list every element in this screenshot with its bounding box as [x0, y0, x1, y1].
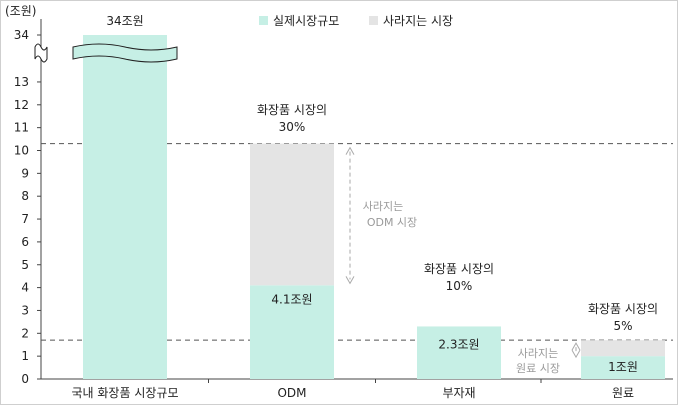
labels: 국내 화장품 시장규모 ODM 부자재 원료 34조원 4.1조원 2.3조원 1조원 화장품 …: [34, 14, 658, 400]
bar-value-label: 34조원: [106, 14, 143, 28]
bar-actual-market: [250, 285, 334, 379]
bar-disappearing-market: [581, 340, 665, 357]
bar-actual-market: [417, 326, 501, 379]
odm-disappearing-label: ODM 시장: [367, 216, 417, 229]
bar-actual-market: [581, 356, 665, 379]
odm-range-arrow-head: [345, 276, 355, 285]
y-tick-label: 1: [21, 349, 29, 363]
bar-value-label: 2.3조원: [438, 337, 479, 351]
share-percent: 10%: [446, 279, 473, 293]
y-tick-label: 5: [21, 258, 29, 272]
y-tick-label: 13: [14, 75, 29, 89]
x-category-label: 부자재: [442, 386, 475, 400]
y-tick-label: 10: [14, 144, 29, 158]
raw-disappearing-label: 사라지는: [518, 347, 558, 360]
legend-label: 사라지는 시장: [383, 14, 453, 28]
y-tick-label: 0: [21, 372, 29, 386]
legend: 실제시장규모 사라지는 시장: [259, 14, 453, 28]
raw-range-arrow-head: [571, 342, 581, 351]
odm-disappearing-label: 사라지는: [363, 200, 403, 213]
x-category-label: 국내 화장품 시장규모: [72, 386, 179, 400]
axis-break-mark: [72, 43, 178, 63]
bars: [83, 35, 665, 379]
axis-break-mark: [34, 43, 48, 63]
raw-disappearing-label: 원료 시장: [516, 362, 560, 375]
bar-value-label: 1조원: [608, 360, 638, 374]
raw-range-arrow-head: [571, 349, 581, 359]
x-category-label: ODM: [277, 386, 306, 400]
odm-range-arrow-head: [345, 146, 355, 155]
y-tick-label: 8: [21, 189, 29, 203]
y-tick-label: 11: [14, 121, 29, 135]
share-percent: 30%: [279, 120, 306, 134]
reference-lines: [41, 143, 673, 341]
bar-value-label: 4.1조원: [271, 292, 312, 306]
legend-swatch: [369, 16, 378, 25]
y-tick-label: 7: [21, 212, 29, 226]
y-unit-label: (조원): [5, 4, 36, 18]
y-tick-label: 2: [21, 326, 29, 340]
share-percent: 5%: [613, 319, 632, 333]
bar-actual-market: [83, 35, 167, 379]
share-annotation: 화장품 시장의: [588, 302, 658, 316]
x-category-label: 원료: [612, 386, 634, 400]
y-tick-label: 12: [14, 98, 29, 112]
legend-swatch: [259, 16, 268, 25]
share-annotation: 화장품 시장의: [257, 103, 327, 117]
y-tick-label: 6: [21, 235, 29, 249]
legend-label: 실제시장규모: [273, 14, 339, 28]
bar-disappearing-market: [250, 143, 334, 286]
share-annotation: 화장품 시장의: [424, 262, 494, 276]
y-tick-label: 4: [21, 281, 29, 295]
y-tick-label: 9: [21, 166, 29, 180]
y-tick-label: 34: [14, 28, 29, 42]
y-tick-label: 3: [21, 303, 29, 317]
raw-label-bg: [507, 345, 569, 377]
